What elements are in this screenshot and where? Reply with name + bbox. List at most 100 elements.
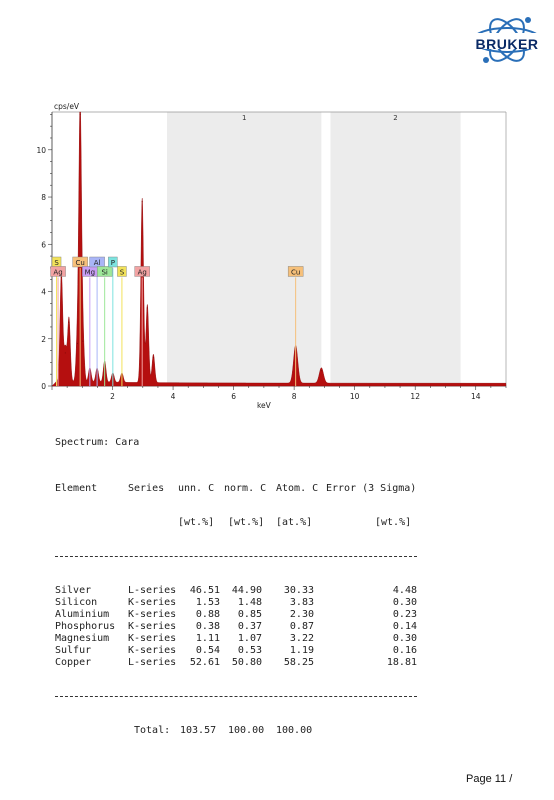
cell-series: K-series [128, 597, 177, 608]
cell-norm-c: 1.07 [237, 633, 262, 644]
x-tick-label: 2 [110, 392, 115, 401]
cell-series: K-series [128, 645, 177, 656]
cell-atom-c: 1.19 [289, 645, 314, 656]
unit-norm-c: [wt.%] [228, 517, 265, 528]
cell-error: 0.23 [392, 609, 417, 620]
header-atom-c: Atom. C [276, 483, 319, 494]
element-label: Cu [291, 268, 300, 276]
page-number: Page 11 / [466, 773, 513, 785]
x-tick-label: 14 [471, 392, 481, 401]
header-element: Element [55, 483, 98, 494]
cell-norm-c: 0.37 [237, 621, 262, 632]
cell-element: Copper [55, 657, 92, 668]
element-label: Mg [85, 268, 95, 276]
header-norm-c: norm. C [224, 483, 267, 494]
spectrum-peak [320, 370, 322, 372]
table-row: Aluminium K-series 0.88 0.85 2.30 0.23 [55, 609, 417, 621]
element-label: S [54, 259, 59, 267]
unit-atom-c: [at.%] [276, 517, 313, 528]
bruker-logo-mark [468, 17, 546, 63]
table-row: Copper L-series 52.61 50.80 58.25 18.81 [55, 657, 417, 669]
table-divider-top [55, 556, 417, 557]
table-divider-bottom [55, 696, 417, 697]
table-units-row: [wt.%] [wt.%] [at.%] [wt.%] [55, 517, 417, 529]
element-label: Ag [138, 268, 147, 276]
cell-atom-c: 0.87 [289, 621, 314, 632]
region-label: 2 [393, 114, 397, 122]
cell-atom-c: 3.83 [289, 597, 314, 608]
cell-error: 0.14 [392, 621, 417, 632]
cell-series: L-series [128, 585, 177, 596]
cell-atom-c: 30.33 [283, 585, 314, 596]
x-tick-label: 4 [171, 392, 176, 401]
cell-series: K-series [128, 633, 177, 644]
y-tick-label: 8 [41, 193, 46, 202]
spectrum-peak [82, 340, 84, 342]
table-row: Silicon K-series 1.53 1.48 3.83 0.30 [55, 597, 417, 609]
element-label-box [72, 256, 88, 268]
cell-atom-c: 3.22 [289, 633, 314, 644]
unit-error: [wt.%] [375, 517, 412, 528]
cell-error: 4.48 [392, 585, 417, 596]
cell-element: Magnesium [55, 633, 110, 644]
total-atom-c: 100.00 [276, 725, 313, 736]
header-unn-c: unn. C [178, 483, 215, 494]
table-row: Silver L-series 46.51 44.90 30.33 4.48 [55, 585, 417, 597]
x-tick-label: 8 [292, 392, 297, 401]
element-label: Si [101, 268, 107, 276]
spectrum-peak [64, 352, 66, 354]
cell-series: K-series [128, 621, 177, 632]
spectrum-peak [152, 357, 154, 359]
cell-error: 18.81 [386, 657, 417, 668]
cell-atom-c: 2.30 [289, 609, 314, 620]
element-label-box [117, 266, 127, 277]
header-error: Error (3 Sigma) [326, 483, 417, 494]
cell-unn-c: 0.38 [195, 621, 220, 632]
region-label: 1 [242, 114, 246, 122]
y-tick-label: 10 [36, 146, 46, 155]
cell-unn-c: 0.88 [195, 609, 220, 620]
results-table: Element Series unn. C norm. C Atom. C Er… [55, 461, 417, 748]
element-label-box [108, 256, 118, 268]
table-row: Magnesium K-series 1.11 1.07 3.22 0.30 [55, 633, 417, 645]
cell-norm-c: 50.80 [231, 657, 262, 668]
y-tick-label: 4 [41, 288, 46, 297]
region-band [167, 112, 322, 386]
element-label-box [96, 266, 113, 277]
total-norm-c: 100.00 [228, 725, 265, 736]
table-header-row: Element Series unn. C norm. C Atom. C Er… [55, 483, 417, 495]
cell-error: 0.30 [392, 597, 417, 608]
spectrum-peak [68, 321, 70, 323]
bruker-logo: BRUKER [466, 14, 548, 66]
element-label: Ag [53, 268, 62, 276]
x-axis-label: keV [257, 401, 272, 410]
element-label: Al [94, 259, 101, 267]
element-label-box [287, 266, 304, 277]
x-tick-label: 6 [231, 392, 236, 401]
element-label-box [134, 266, 150, 277]
cell-unn-c: 1.11 [195, 633, 220, 644]
cell-element: Aluminium [55, 609, 110, 620]
bruker-logo-text: BRUKER [475, 36, 539, 52]
x-tick-label: 10 [350, 392, 360, 401]
table-row: Phosphorus K-series 0.38 0.37 0.87 0.14 [55, 621, 417, 633]
cell-unn-c: 1.53 [195, 597, 220, 608]
y-tick-label: 0 [41, 382, 46, 391]
element-label-box [50, 266, 66, 277]
element-label: S [120, 268, 125, 276]
cell-unn-c: 46.51 [189, 585, 220, 596]
cell-series: L-series [128, 657, 177, 668]
cell-series: K-series [128, 609, 177, 620]
x-tick-label: 12 [410, 392, 420, 401]
spectrum-peak [146, 307, 148, 309]
unit-unn-c: [wt.%] [178, 517, 215, 528]
spectrum-peak [79, 113, 81, 115]
cell-norm-c: 1.48 [237, 597, 262, 608]
cell-atom-c: 58.25 [283, 657, 314, 668]
cell-unn-c: 52.61 [189, 657, 220, 668]
y-tick-label: 6 [41, 240, 46, 249]
table-total-row: Total: 103.57 100.00 100.00 [55, 725, 417, 737]
header-series: Series [128, 483, 165, 494]
